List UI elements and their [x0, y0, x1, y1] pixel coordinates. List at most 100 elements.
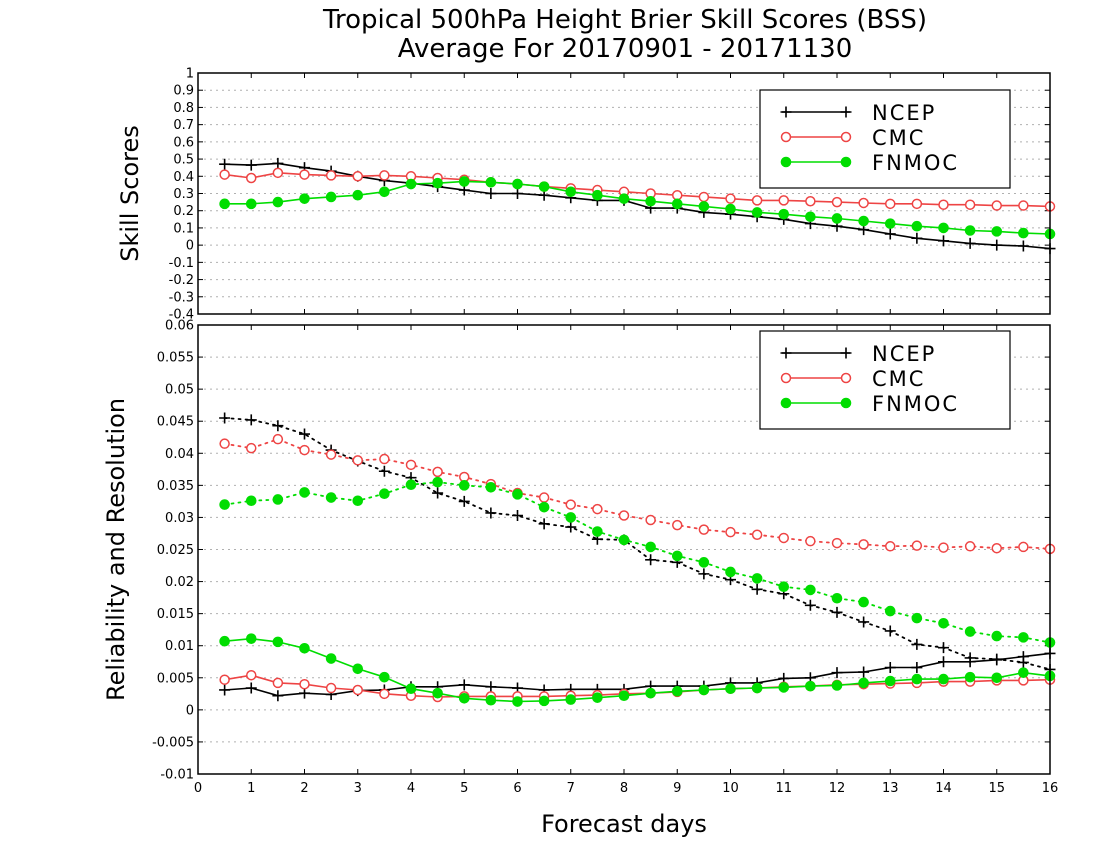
data-point-cmc	[751, 195, 763, 206]
x-tick-label: 15	[988, 781, 1005, 796]
x-tick-label: 13	[882, 781, 899, 796]
data-point-cmc	[538, 492, 550, 503]
legend-item-fnmoc: FNMOC	[780, 151, 957, 175]
data-point-fnmoc	[432, 687, 443, 699]
plot-frame	[197, 72, 1051, 315]
data-point-ncep	[219, 158, 231, 170]
y-tick-label: 0.02	[165, 575, 194, 590]
y-tick-label: 0.015	[157, 607, 194, 622]
series-line-cmc	[223, 438, 1051, 550]
data-point-cmc	[885, 541, 896, 552]
legend-marker	[780, 347, 792, 359]
data-point-fnmoc	[1018, 632, 1029, 643]
data-point-cmc	[831, 196, 843, 208]
data-point-ncep	[698, 568, 710, 580]
x-tick-label: 11	[775, 781, 792, 796]
legend-item-ncep: NCEP	[780, 342, 936, 366]
y-tick-label: -0.005	[152, 735, 194, 750]
data-point-fnmoc	[458, 693, 470, 704]
legend-item-cmc: CMC	[780, 367, 923, 391]
data-point-cmc	[352, 171, 363, 182]
data-point-fnmoc	[964, 225, 976, 236]
data-point-fnmoc	[671, 550, 683, 562]
data-point-fnmoc	[352, 189, 364, 201]
y-axis-label: Skill Scores	[116, 125, 144, 262]
y-tick-label: 0	[186, 703, 194, 718]
data-point-cmc	[831, 537, 843, 549]
data-point-ncep	[1017, 240, 1029, 252]
data-point-fnmoc	[219, 198, 230, 210]
legend-marker	[840, 131, 852, 143]
legend-marker	[840, 347, 852, 359]
data-point-cmc	[964, 199, 976, 210]
data-point-fnmoc	[618, 193, 630, 204]
plot-frame	[197, 324, 1051, 775]
data-point-fnmoc	[645, 541, 656, 553]
data-point-fnmoc	[565, 186, 577, 198]
data-point-fnmoc	[938, 617, 949, 629]
data-point-fnmoc	[778, 581, 790, 593]
data-point-cmc	[352, 684, 363, 696]
data-point-fnmoc	[911, 673, 923, 685]
data-point-cmc	[299, 678, 310, 690]
data-point-fnmoc	[405, 479, 417, 491]
data-point-cmc	[698, 191, 710, 203]
x-axis-label: Forecast days	[541, 810, 707, 838]
data-point-ncep	[538, 518, 550, 530]
data-point-cmc	[325, 682, 337, 694]
x-tick-label: 10	[722, 781, 739, 796]
data-point-ncep	[245, 414, 257, 426]
data-point-ncep	[272, 690, 284, 702]
data-point-fnmoc	[618, 534, 630, 546]
legend-label: NCEP	[872, 342, 936, 366]
data-point-cmc	[618, 510, 630, 521]
legend-marker	[780, 131, 792, 143]
data-point-ncep	[938, 235, 949, 247]
data-point-fnmoc	[645, 687, 656, 699]
data-point-cmc	[885, 198, 896, 210]
data-point-ncep	[911, 638, 923, 650]
y-tick-label: 0.045	[157, 415, 194, 430]
data-point-ncep	[858, 666, 870, 678]
data-point-fnmoc	[432, 177, 443, 189]
y-tick-label: 0.4	[173, 170, 194, 185]
x-tick-label: 3	[354, 781, 362, 796]
legend-box	[759, 89, 1011, 189]
y-tick-label: 0.3	[173, 187, 194, 202]
x-tick-label: 4	[407, 781, 415, 796]
data-point-fnmoc	[485, 177, 497, 188]
data-point-cmc	[325, 449, 337, 460]
legend-label: CMC	[872, 126, 925, 150]
data-point-fnmoc	[245, 198, 257, 210]
series-line-fnmoc	[224, 180, 1051, 235]
data-point-cmc	[858, 539, 869, 550]
data-point-fnmoc	[671, 198, 683, 210]
data-point-fnmoc	[645, 195, 656, 207]
legend-marker	[780, 156, 792, 168]
data-point-fnmoc	[751, 573, 763, 584]
data-point-fnmoc	[1018, 227, 1029, 239]
data-point-cmc	[672, 519, 683, 531]
x-tick-label: 7	[567, 781, 575, 796]
data-point-fnmoc	[272, 494, 284, 505]
legend-box	[759, 330, 1011, 430]
data-point-cmc	[778, 532, 789, 544]
data-point-cmc	[379, 688, 390, 700]
data-point-fnmoc	[325, 653, 337, 664]
data-point-ncep	[565, 521, 577, 533]
data-point-ncep	[964, 237, 976, 249]
data-point-cmc	[299, 169, 310, 180]
legend-marker	[840, 106, 852, 118]
y-tick-label: 0.05	[165, 383, 194, 398]
legend-label: NCEP	[872, 101, 936, 125]
data-point-ncep	[804, 599, 816, 611]
data-point-fnmoc	[671, 685, 683, 697]
data-point-fnmoc	[831, 592, 843, 604]
data-point-cmc	[379, 170, 390, 181]
data-point-fnmoc	[245, 633, 257, 644]
data-point-ncep	[858, 616, 870, 628]
y-tick-label: 0.04	[165, 447, 194, 462]
data-point-fnmoc	[751, 682, 763, 694]
data-point-cmc	[246, 669, 257, 681]
